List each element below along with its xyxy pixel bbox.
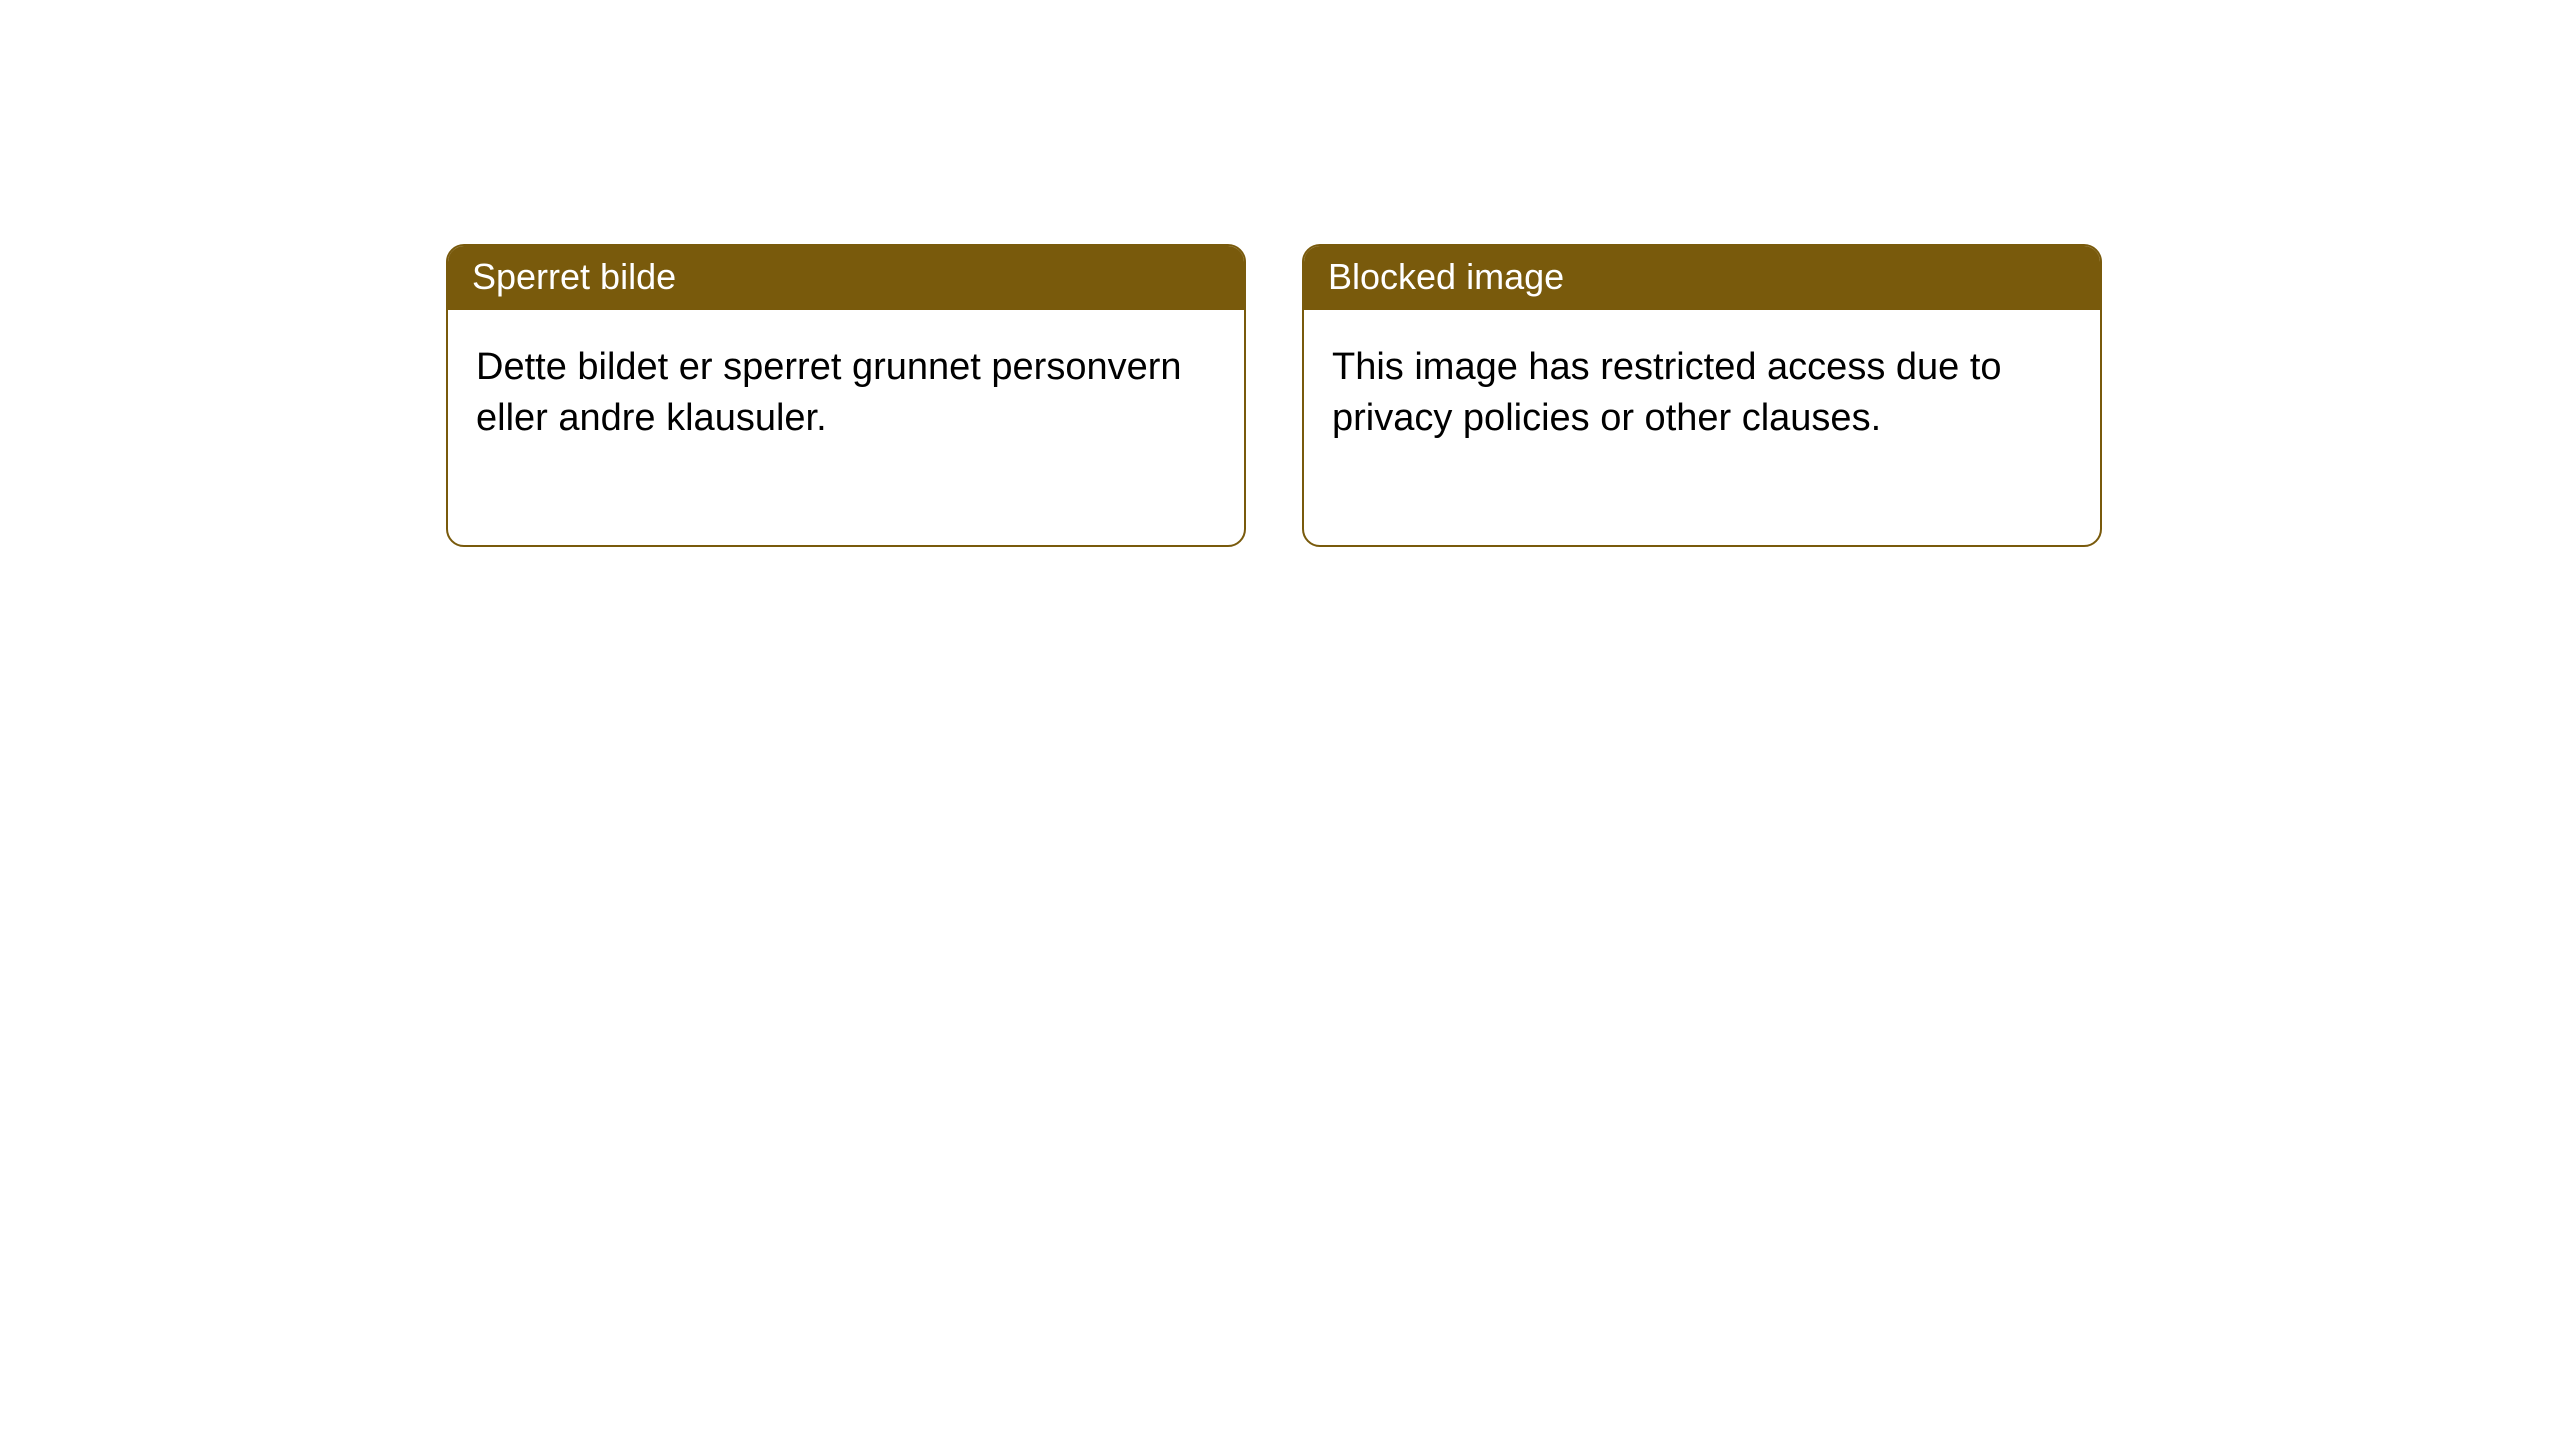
card-body-norwegian: Dette bildet er sperret grunnet personve… (448, 310, 1244, 545)
notice-card-norwegian: Sperret bilde Dette bildet er sperret gr… (446, 244, 1246, 547)
card-header-english: Blocked image (1304, 246, 2100, 310)
notice-cards-container: Sperret bilde Dette bildet er sperret gr… (0, 0, 2560, 547)
notice-card-english: Blocked image This image has restricted … (1302, 244, 2102, 547)
card-header-norwegian: Sperret bilde (448, 246, 1244, 310)
card-body-english: This image has restricted access due to … (1304, 310, 2100, 545)
